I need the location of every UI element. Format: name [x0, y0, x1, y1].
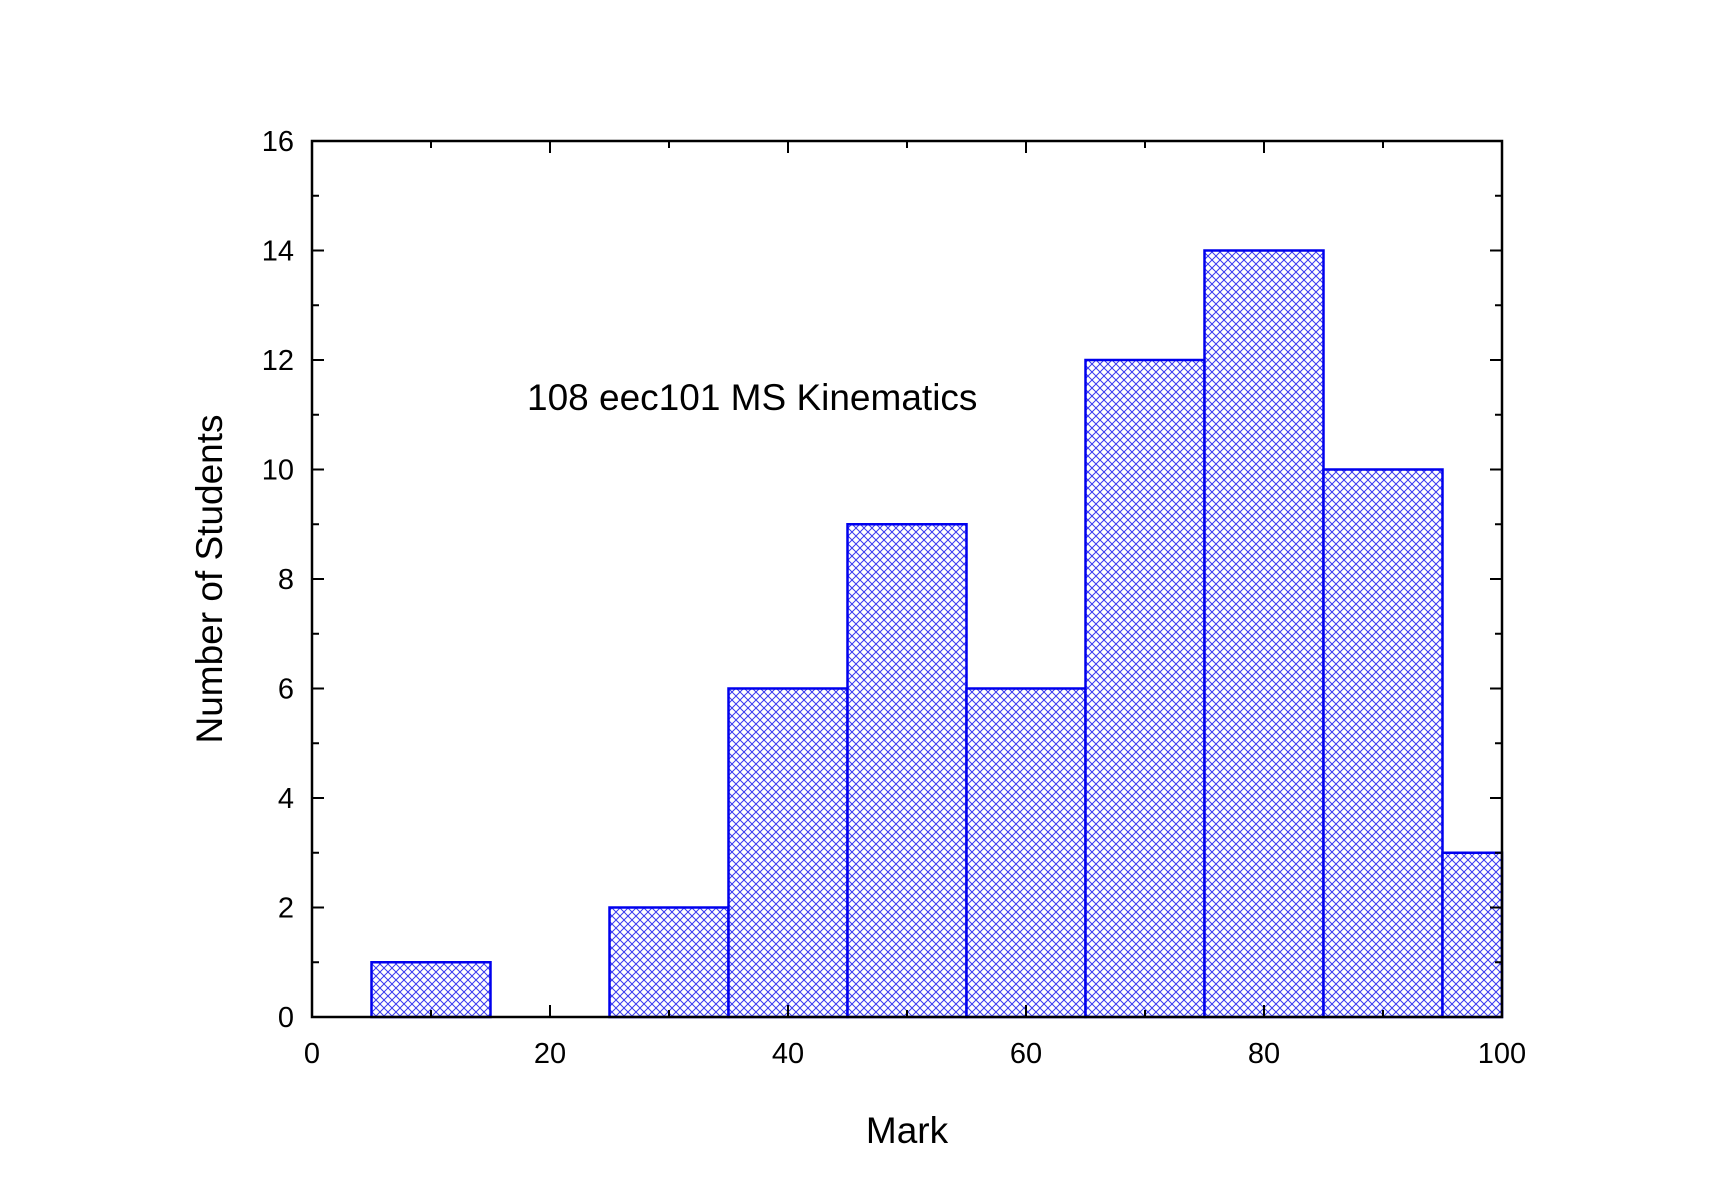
y-tick-label: 8 — [278, 564, 294, 596]
y-tick-label: 2 — [278, 893, 294, 925]
x-tick-label: 0 — [304, 1038, 320, 1070]
histogram-bar — [608, 906, 730, 1019]
histogram-bar — [370, 961, 492, 1019]
x-axis-label: Mark — [866, 1110, 949, 1151]
histogram-bar — [846, 523, 968, 1019]
y-tick-label: 16 — [262, 126, 294, 158]
text-layer: 108 eec101 MS Kinematics Mark Number of … — [189, 377, 977, 1151]
histogram-bar — [1322, 468, 1444, 1019]
bars-layer — [370, 249, 1504, 1019]
y-tick-label: 0 — [278, 1002, 294, 1034]
y-tick-label: 10 — [262, 455, 294, 487]
x-tick-label: 100 — [1478, 1038, 1526, 1070]
histogram-bar — [1441, 851, 1504, 1019]
axes-layer: 0 20 40 60 80 100 0 2 4 6 8 10 12 14 16 — [262, 126, 1526, 1070]
x-tick-label: 60 — [1010, 1038, 1042, 1070]
y-tick-label: 6 — [278, 674, 294, 706]
histogram-bar — [965, 687, 1087, 1019]
y-tick-label: 12 — [262, 345, 294, 377]
chart-annotation: 108 eec101 MS Kinematics — [527, 377, 977, 418]
y-axis-label: Number of Students — [189, 414, 230, 743]
x-tick-label: 40 — [772, 1038, 804, 1070]
x-tick-label: 20 — [534, 1038, 566, 1070]
x-tick-label: 80 — [1248, 1038, 1280, 1070]
y-tick-label: 4 — [278, 783, 294, 815]
histogram-bar — [1084, 358, 1206, 1019]
y-tick-label: 14 — [262, 236, 294, 268]
histogram-bar — [1203, 249, 1325, 1019]
histogram-bar — [727, 687, 849, 1019]
